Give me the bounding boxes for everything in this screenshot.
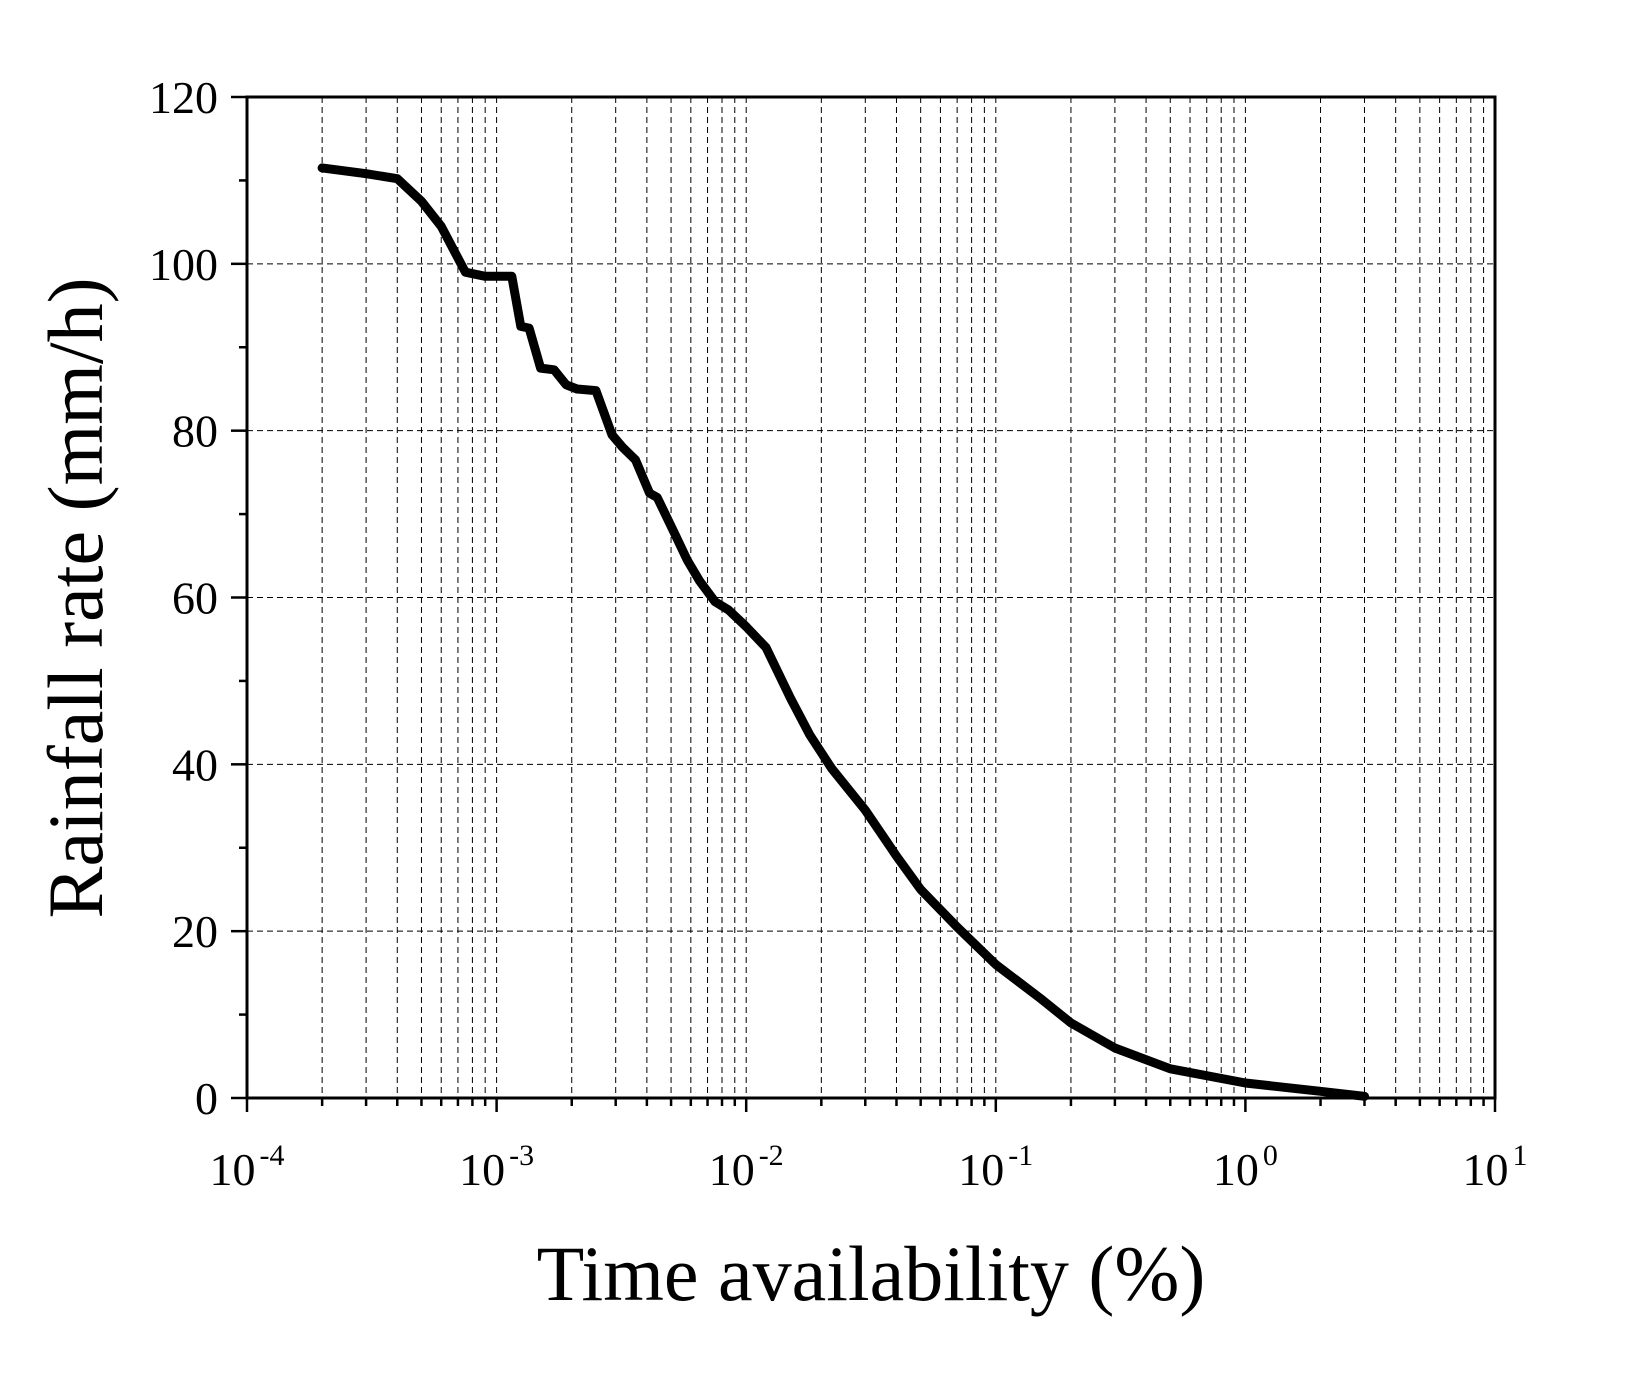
y-tick-labels: 0 20 40 60 80 100 120 bbox=[149, 72, 218, 1124]
x-tick-label: 10 -4 bbox=[210, 1139, 285, 1195]
plot-frame bbox=[245, 95, 1497, 1100]
y-tick-label: 80 bbox=[172, 406, 218, 457]
x-axis-title: Time availability (%) bbox=[537, 1230, 1206, 1317]
y-tick-label: 100 bbox=[149, 239, 218, 290]
y-tick-label: 0 bbox=[195, 1073, 218, 1124]
x-tick-label: 10 -2 bbox=[709, 1139, 784, 1195]
y-tick-label: 20 bbox=[172, 906, 218, 957]
grid-lines bbox=[247, 97, 1495, 1098]
y-tick-label: 40 bbox=[172, 739, 218, 790]
x-tick-label: 10 0 bbox=[1213, 1139, 1278, 1195]
y-tick-label: 120 bbox=[149, 72, 218, 123]
x-tick-labels: 10 -4 10 -3 10 -2 10 -1 10 0 10 1 bbox=[210, 1139, 1528, 1195]
x-tick-label: 10 -1 bbox=[958, 1139, 1033, 1195]
y-tick-label: 60 bbox=[172, 573, 218, 624]
y-axis-title: Rainfall rate (mm/h) bbox=[32, 277, 119, 918]
x-tick-label: 10 -3 bbox=[459, 1139, 534, 1195]
x-tick-label: 10 1 bbox=[1463, 1139, 1528, 1195]
axis-ticks bbox=[231, 95, 1497, 1112]
series-line-rainfall-rate bbox=[317, 163, 1369, 1101]
